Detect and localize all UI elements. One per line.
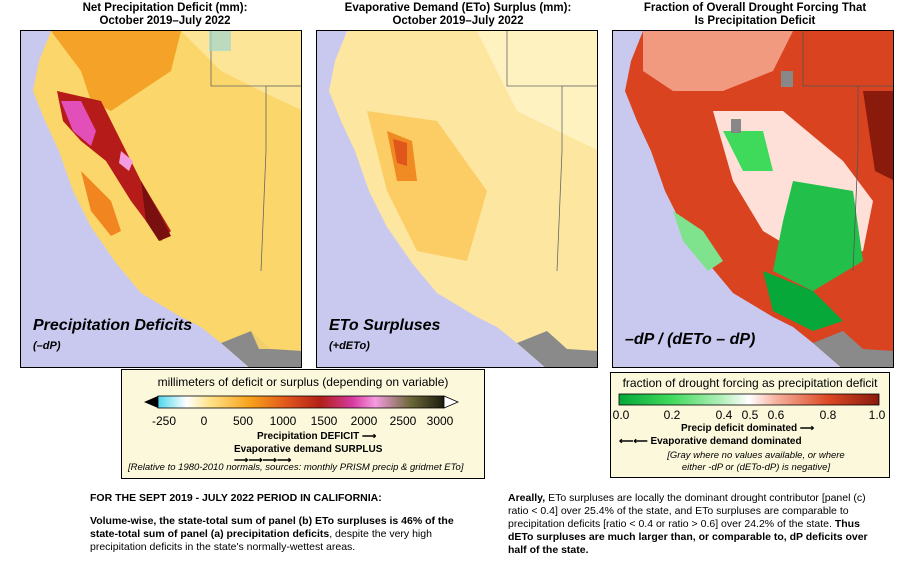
map-panel-eto-surplus: ETo Surpluses (+dETo)	[316, 30, 598, 368]
panel-b-sublabel: (+dETo)	[329, 340, 370, 352]
legend-mm-arrow-precip-text: Precipitation DEFICIT	[257, 431, 360, 442]
panel-a-label: Precipitation Deficits (–dP)	[33, 317, 192, 355]
legend-frac-tick: 0.0	[612, 408, 630, 422]
summary-left-body: Volume-wise, the state-total sum of pane…	[90, 515, 460, 554]
legend-frac-arrow-eto: ⟵⟵ Evaporative demand dominated	[619, 436, 802, 447]
panel-a-title-line1: Net Precipitation Deficit (mm):	[82, 2, 248, 14]
legend-frac-tick: 0.5	[741, 408, 759, 422]
legend-mm-tick: 1500	[310, 414, 338, 428]
legend-mm-tick: 500	[232, 414, 254, 428]
legend-frac-tick: 0.6	[767, 408, 785, 422]
summary-right: Areally, ETo surpluses are locally the d…	[508, 492, 884, 567]
arrow-right-icon: ⟶	[799, 423, 815, 434]
legend-frac-tick: 0.2	[663, 408, 681, 422]
legend-mm-arrow-eto: Evaporative demand SURPLUS ⟶⟶⟶⟶	[234, 444, 382, 466]
panel-a-title: Net Precipitation Deficit (mm): October …	[20, 2, 310, 28]
legend-frac-arrow-eto-text: Evaporative demand dominated	[650, 436, 802, 447]
summary-left-heading: FOR THE SEPT 2019 - JULY 2022 PERIOD IN …	[90, 492, 382, 504]
map-eto-surplus-graphic	[329, 31, 597, 367]
legend-mm-tick: 3000	[426, 414, 454, 428]
legend-mm-tick: 1000	[269, 414, 297, 428]
panel-b-label-text: ETo Surpluses	[329, 317, 441, 334]
panel-c-label: –dP / (dETo – dP)	[625, 331, 755, 349]
summary-left-bold: Volume-wise, the state-total sum of pane…	[90, 515, 454, 540]
map-panel-precip-deficit: Precipitation Deficits (–dP)	[20, 30, 302, 368]
summary-left-rest: , despite the very high precipitation de…	[90, 528, 432, 553]
legend-frac-colorbar	[618, 393, 880, 406]
arrow-left-icon: ⟵⟵	[619, 436, 648, 447]
panel-b-title-line2: October 2019–July 2022	[392, 15, 524, 27]
legend-frac-tick: 0.4	[715, 408, 733, 422]
panel-c-title-line1: Fraction of Overall Drought Forcing That	[643, 2, 867, 14]
summary-right-body: Areally, ETo surpluses are locally the d…	[508, 492, 884, 557]
legend-mm-tick: 0	[200, 414, 208, 428]
legend-frac-arrow-precip-text: Precip deficit dominated	[681, 423, 798, 434]
panel-c-title-line2: Is Precipitation Deficit	[694, 15, 816, 27]
legend-frac-title: fraction of drought forcing as precipita…	[622, 376, 878, 390]
panel-c-label-text: –dP / (dETo – dP)	[625, 331, 756, 348]
summary-right-text: ETo surpluses are locally the dominant d…	[508, 492, 866, 530]
legend-frac-tick: 0.8	[819, 408, 837, 422]
panel-a-sublabel: (–dP)	[33, 340, 61, 352]
map-panel-fraction: –dP / (dETo – dP)	[612, 30, 894, 368]
arrow-right-icon: ⟶⟶⟶⟶	[234, 455, 292, 466]
summary-right-bold-end: Thus dETo surpluses are much larger than…	[508, 518, 868, 556]
legend-mm-tick: -250	[151, 414, 177, 428]
legend-fraction: fraction of drought forcing as precipita…	[610, 372, 890, 478]
legend-mm-tick: 2500	[389, 414, 417, 428]
panel-a-title-line2: October 2019–July 2022	[99, 15, 231, 27]
legend-mm-tick: 2000	[350, 414, 378, 428]
arrow-right-icon: ⟶	[362, 431, 377, 442]
legend-mm-title: millimeters of deficit or surplus (depen…	[157, 375, 449, 389]
legend-mm-note: [Relative to 1980-2010 normals, sources:…	[128, 462, 464, 473]
legend-frac-arrow-precip: Precip deficit dominated ⟶	[681, 423, 814, 434]
map-precip-deficit-graphic	[33, 31, 301, 367]
panel-b-title: Evaporative Demand (ETo) Surplus (mm): O…	[312, 2, 604, 28]
legend-mm-arrow-precip: Precipitation DEFICIT ⟶	[257, 431, 376, 442]
legend-mm: millimeters of deficit or surplus (depen…	[121, 369, 485, 479]
map-fraction-graphic	[625, 31, 893, 367]
legend-mm-colorbar	[144, 395, 460, 409]
panel-a-label-text: Precipitation Deficits	[33, 317, 193, 334]
legend-frac-note-line1: [Gray where no values available, or wher…	[667, 450, 845, 461]
legend-frac-note: [Gray where no values available, or wher…	[651, 450, 861, 474]
panel-b-label: ETo Surpluses (+dETo)	[329, 317, 440, 355]
legend-frac-tick: 1.0	[868, 408, 886, 422]
summary-left: FOR THE SEPT 2019 - JULY 2022 PERIOD IN …	[90, 492, 460, 564]
summary-right-lead: Areally,	[508, 492, 546, 504]
legend-frac-note-line2: either -dP or (dETo-dP) is negative]	[681, 462, 831, 473]
legend-mm-arrow-eto-text: Evaporative demand SURPLUS	[234, 444, 383, 455]
panel-b-title-line1: Evaporative Demand (ETo) Surplus (mm):	[344, 2, 572, 14]
panel-c-title: Fraction of Overall Drought Forcing That…	[610, 2, 900, 28]
